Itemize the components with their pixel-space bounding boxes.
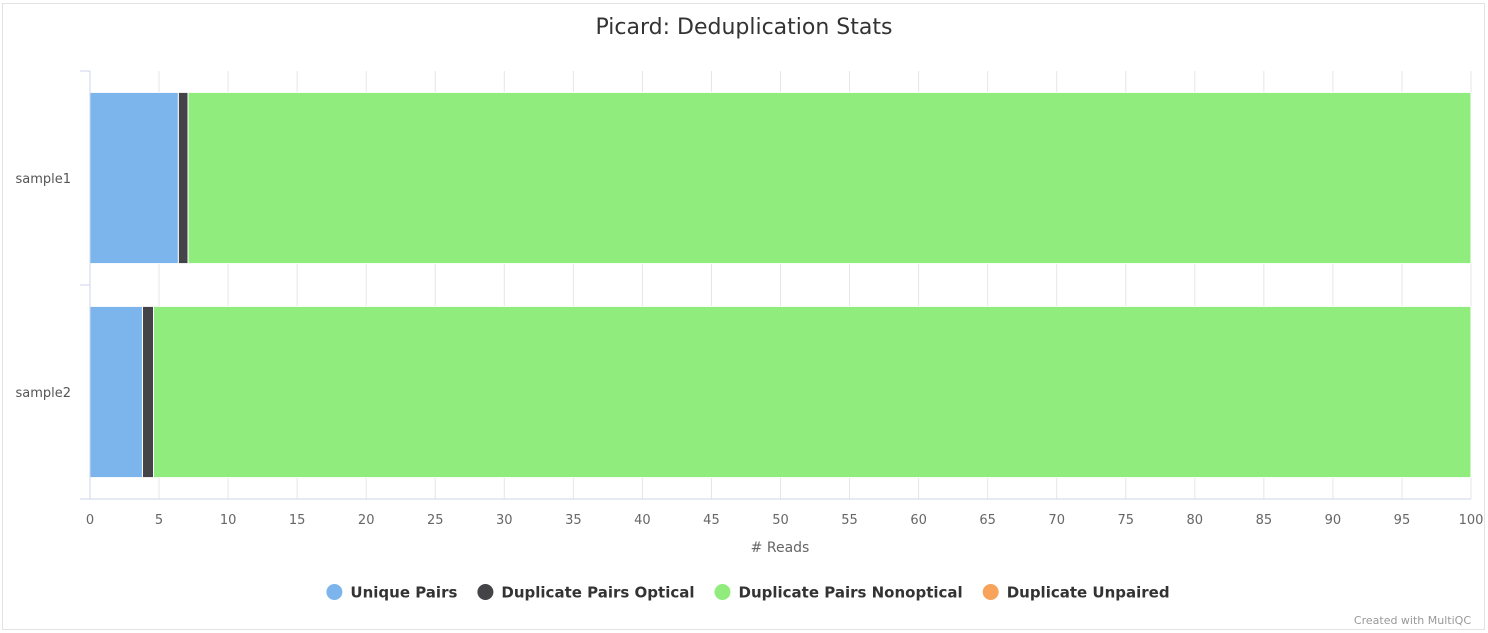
x-tick-label: 65 (979, 513, 996, 528)
x-tick-label: 70 (1048, 513, 1065, 528)
x-tick-label: 25 (427, 513, 444, 528)
legend-label: Duplicate Pairs Optical (501, 584, 694, 602)
x-tick-label: 60 (910, 513, 927, 528)
category-label: sample2 (15, 386, 71, 401)
legend-label: Duplicate Unpaired (1007, 584, 1170, 602)
category-label: sample1 (15, 172, 71, 187)
bars-group (89, 91, 1472, 479)
bar-sample2-series-2[interactable] (153, 305, 1472, 479)
bar-sample2-series-0[interactable] (89, 305, 143, 479)
x-tick-label: 85 (1256, 513, 1273, 528)
legend-label: Duplicate Pairs Nonoptical (739, 584, 963, 602)
x-tick-label: 35 (565, 513, 582, 528)
x-axis-title: # Reads (751, 540, 810, 556)
legend-marker (714, 584, 731, 600)
category-labels: sample1 sample2 (15, 172, 71, 401)
legend-item[interactable]: Duplicate Pairs Nonoptical (714, 584, 963, 602)
x-tick-labels: 0 5 10 15 20 25 30 35 40 45 50 55 60 65 70 75 80 85 90 95 10… (86, 513, 1484, 528)
bar-sample2-series-1[interactable] (141, 305, 155, 479)
legend-marker (982, 584, 999, 600)
x-tick-label: 80 (1187, 513, 1204, 528)
legend-marker (326, 584, 343, 600)
legend-item[interactable]: Duplicate Pairs Optical (477, 584, 695, 602)
legend-marker (477, 584, 494, 600)
x-tick-label: 30 (496, 513, 513, 528)
chart-title: Picard: Deduplication Stats (596, 15, 893, 40)
x-tick-label: 100 (1459, 513, 1484, 528)
x-tick-label: 50 (772, 513, 789, 528)
x-tick-label: 55 (841, 513, 858, 528)
x-tick-label: 90 (1325, 513, 1342, 528)
x-tick-label: 20 (358, 513, 375, 528)
x-tick-label: 40 (634, 513, 651, 528)
x-tick-label: 75 (1117, 513, 1134, 528)
x-tick-label: 45 (703, 513, 720, 528)
x-tick-label: 5 (155, 513, 163, 528)
legend-item[interactable]: Duplicate Unpaired (982, 584, 1170, 602)
bar-sample1-series-1[interactable] (177, 91, 189, 265)
bar-sample1-series-2[interactable] (187, 91, 1472, 265)
x-tick-label: 95 (1394, 513, 1411, 528)
credit-text[interactable]: Created with MultiQC (1354, 614, 1471, 627)
axes-group (80, 70, 1471, 500)
legend-label: Unique Pairs (350, 584, 457, 602)
legend-item[interactable]: Unique Pairs (326, 584, 457, 602)
legend: Unique Pairs Duplicate Pairs Optical Dupli… (326, 584, 1170, 602)
x-tick-label: 10 (220, 513, 237, 528)
x-tick-label: 0 (86, 513, 94, 528)
bar-sample1-series-0[interactable] (89, 91, 179, 265)
x-tick-label: 15 (289, 513, 306, 528)
